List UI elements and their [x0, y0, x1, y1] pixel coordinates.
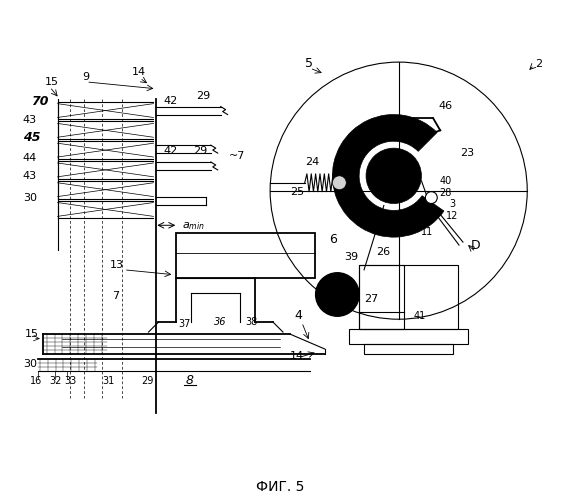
- Text: 11: 11: [422, 227, 434, 237]
- Text: ФИГ. 5: ФИГ. 5: [256, 480, 304, 494]
- Text: 12: 12: [446, 212, 458, 222]
- Wedge shape: [332, 114, 444, 237]
- Text: 8: 8: [186, 374, 194, 386]
- Text: 31: 31: [102, 376, 114, 386]
- Text: D: D: [471, 239, 480, 252]
- Text: 14: 14: [132, 67, 146, 77]
- Text: 16: 16: [30, 376, 42, 386]
- Text: 30: 30: [23, 358, 37, 368]
- Text: 25: 25: [290, 186, 304, 196]
- Circle shape: [332, 176, 346, 190]
- Bar: [359, 265, 458, 329]
- Text: 36: 36: [214, 317, 226, 327]
- Text: 4: 4: [295, 309, 303, 322]
- Text: 29: 29: [196, 90, 210, 101]
- Text: 5: 5: [305, 57, 312, 70]
- Text: 33: 33: [64, 376, 77, 386]
- Text: 46: 46: [438, 100, 452, 110]
- Text: 45: 45: [23, 131, 41, 144]
- Text: 43: 43: [23, 171, 37, 181]
- Text: 43: 43: [23, 116, 37, 126]
- Text: 7: 7: [112, 292, 119, 302]
- Text: 29: 29: [193, 146, 207, 156]
- Text: 24: 24: [305, 157, 319, 167]
- Text: 42: 42: [163, 146, 177, 156]
- Bar: [176, 233, 315, 278]
- Text: 23: 23: [460, 148, 474, 158]
- Bar: [349, 329, 468, 344]
- Text: ~7: ~7: [229, 151, 245, 161]
- Text: 15: 15: [44, 77, 59, 87]
- Text: 39: 39: [345, 252, 359, 262]
- Text: 42: 42: [163, 96, 177, 106]
- Text: 2: 2: [535, 59, 542, 69]
- Text: 6: 6: [329, 233, 337, 246]
- Text: 13: 13: [110, 260, 124, 270]
- Text: 32: 32: [50, 376, 62, 386]
- Text: 9: 9: [82, 72, 90, 82]
- Text: 41: 41: [413, 311, 426, 321]
- Text: 40: 40: [439, 176, 452, 186]
- Text: 29: 29: [141, 376, 154, 386]
- Text: 37: 37: [178, 319, 190, 329]
- Text: $a_{min}$: $a_{min}$: [182, 220, 205, 232]
- Text: 44: 44: [23, 153, 37, 163]
- Text: 3: 3: [449, 200, 455, 209]
- Text: 30: 30: [23, 192, 37, 202]
- Text: 15: 15: [25, 329, 39, 339]
- Circle shape: [366, 148, 422, 204]
- Text: 38: 38: [245, 317, 258, 327]
- Bar: [359, 265, 404, 329]
- Text: 26: 26: [376, 247, 390, 257]
- Bar: [364, 344, 453, 354]
- Text: 70: 70: [31, 94, 48, 108]
- Circle shape: [316, 272, 359, 316]
- Text: 27: 27: [364, 294, 378, 304]
- Text: 28: 28: [439, 188, 452, 198]
- Circle shape: [426, 192, 437, 203]
- Text: 14: 14: [290, 351, 304, 361]
